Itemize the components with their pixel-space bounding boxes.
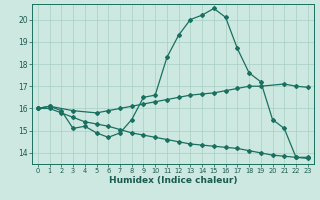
- X-axis label: Humidex (Indice chaleur): Humidex (Indice chaleur): [108, 176, 237, 185]
